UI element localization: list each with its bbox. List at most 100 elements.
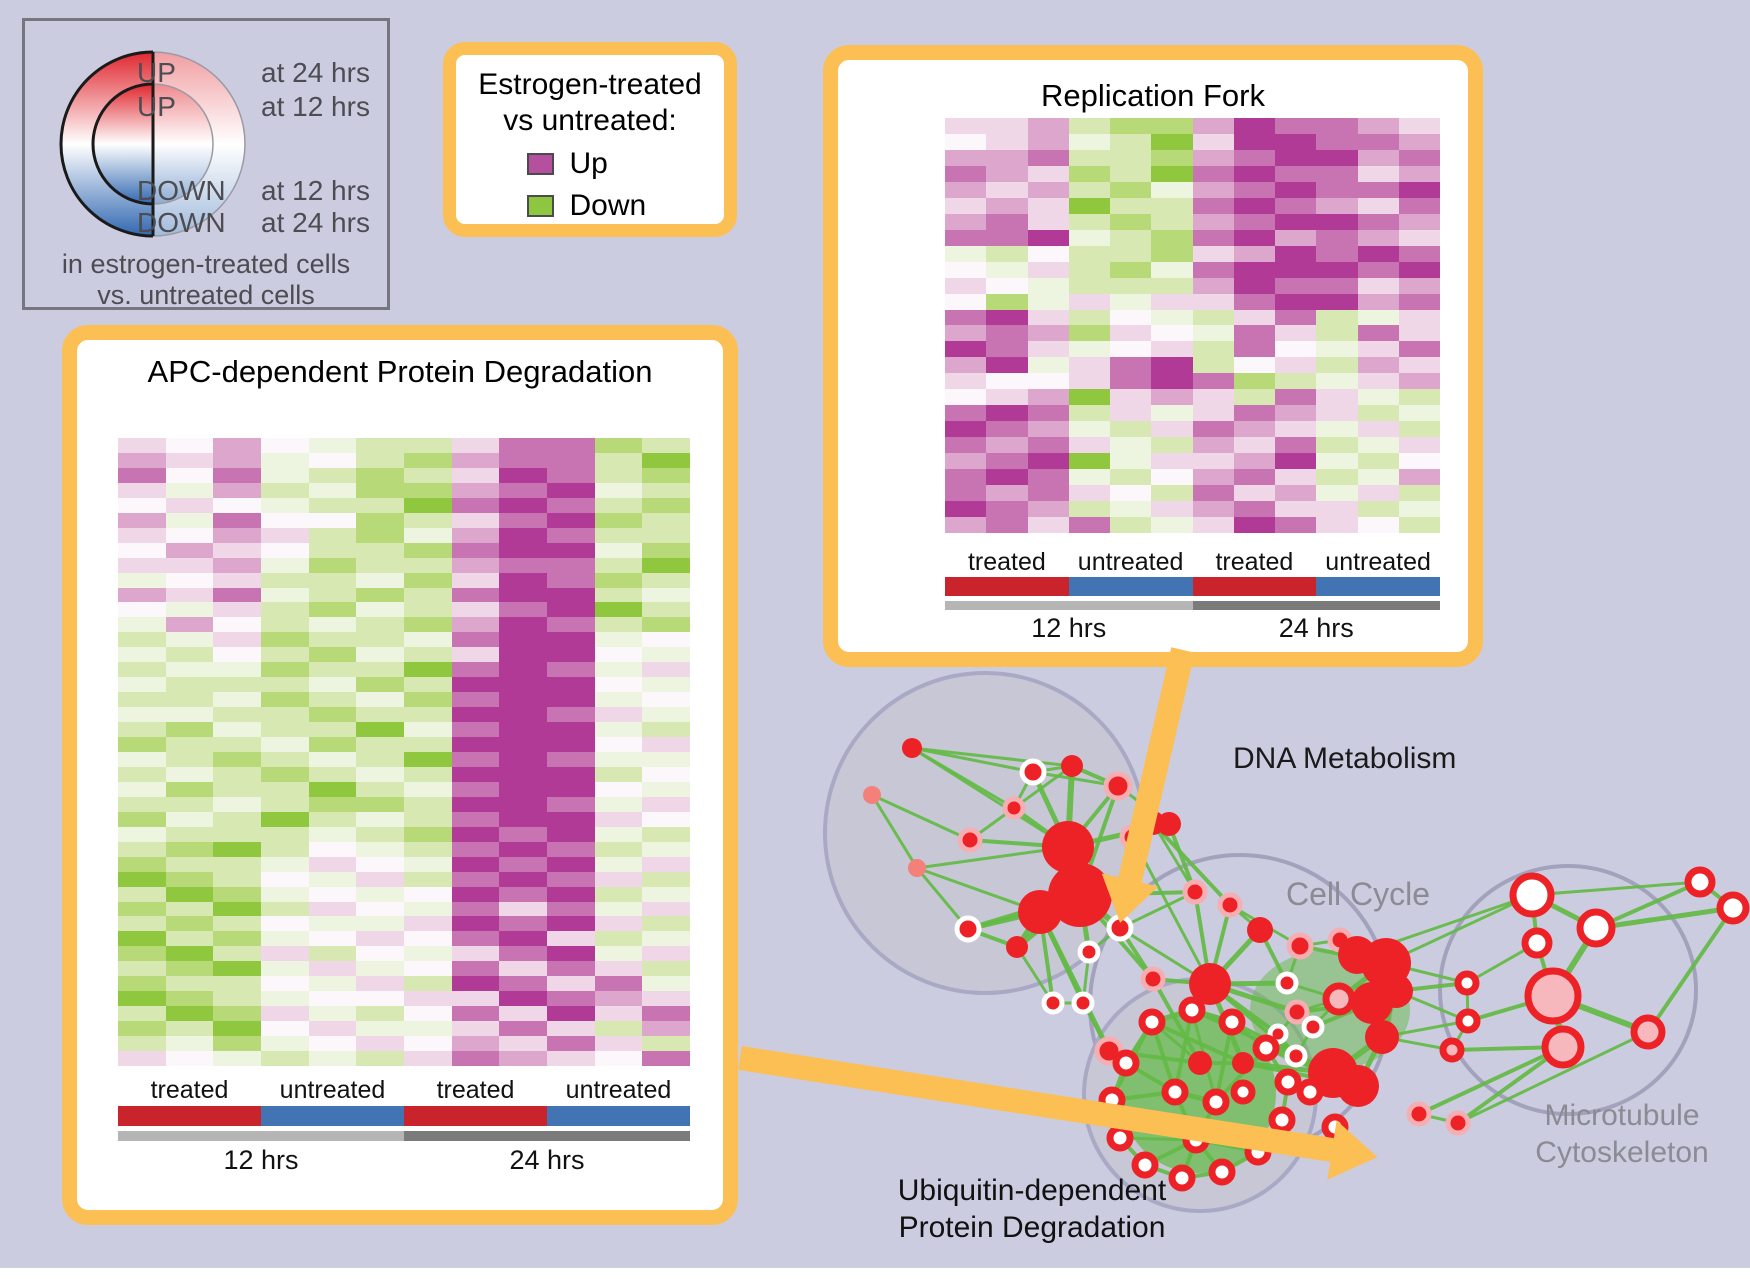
heatmap-cell [1275, 165, 1317, 182]
heatmap-cell [1316, 309, 1358, 326]
heatmap-cell [451, 512, 500, 528]
heatmap-cell [404, 961, 452, 977]
heatmap-cell [213, 512, 261, 528]
time-bar-segment [945, 601, 1193, 610]
heatmap-cell [1398, 453, 1440, 470]
network-node [1252, 1034, 1280, 1062]
heatmap-cell [1398, 245, 1440, 262]
heatmap-cell [165, 1006, 214, 1022]
heatmap-cell [547, 632, 595, 648]
heatmap-cell [356, 991, 404, 1007]
heatmap-cell [1275, 245, 1317, 262]
heatmap-cell [642, 602, 690, 618]
heatmap-cell [118, 632, 166, 648]
heatmap-cell [547, 811, 595, 827]
heatmap-cell [356, 752, 404, 767]
heatmap-cell [986, 149, 1028, 166]
heatmap-cell [642, 1006, 690, 1022]
heatmap-cell [308, 438, 357, 453]
heatmap-cell [499, 766, 547, 782]
heatmap-cell [642, 662, 690, 678]
heatmap-cell [451, 497, 500, 513]
heatmap-cell [1110, 437, 1152, 454]
heatmap-cell [594, 991, 643, 1007]
heatmap-cell [118, 856, 166, 872]
heatmap-cell [1027, 373, 1069, 390]
network-node [1161, 1078, 1189, 1106]
heatmap-cell [499, 497, 547, 513]
heatmap-cell [499, 662, 547, 678]
network-node [863, 786, 881, 804]
network-node [1018, 890, 1062, 934]
network-edge [1646, 906, 1735, 1034]
network-edge [1529, 892, 1599, 931]
heatmap-cell [1110, 118, 1152, 134]
heatmap-cell [118, 961, 166, 977]
heatmap-cell [1068, 485, 1110, 502]
heatmap-cell [261, 482, 309, 498]
heatmap-cell [547, 916, 595, 932]
heatmap-cell [1027, 293, 1069, 310]
heatmap-cell [1233, 181, 1275, 198]
network-edge [1338, 938, 1398, 993]
heatmap-cell [594, 737, 643, 752]
heatmap-cell [1275, 277, 1317, 294]
heatmap-cell [642, 886, 690, 902]
heatmap-cell [1192, 373, 1234, 390]
heatmap-cell [642, 617, 690, 633]
heatmap-cell [1027, 149, 1069, 166]
heatmap-cell [451, 766, 500, 782]
heatmap-cell [1275, 133, 1317, 150]
heatmap-cell [945, 181, 987, 198]
heatmap-cell [1110, 421, 1152, 438]
network-edge [1369, 1000, 1385, 1040]
heatmap-cell [1192, 133, 1234, 150]
heatmap-cell [308, 826, 357, 842]
time-label: 12 hrs [1031, 613, 1107, 643]
heatmap-cell [1027, 501, 1069, 518]
network-edge [1285, 981, 1341, 1001]
network-edge [1450, 1019, 1470, 1052]
network-edge [1065, 763, 1075, 850]
heatmap-cell [1275, 405, 1317, 422]
heatmap-cell [1068, 165, 1110, 182]
heatmap-cell [1151, 277, 1193, 294]
heatmap-cell [1110, 453, 1152, 470]
heatmap-cell [451, 781, 500, 797]
circle-legend-box: UP at 24 hrs UP at 12 hrs DOWN at 12 hrs… [22, 18, 390, 310]
network-node [1019, 758, 1047, 786]
heatmap-cell [261, 617, 309, 633]
network-edge [1264, 1046, 1360, 1088]
heatmap-cell [261, 931, 309, 947]
heatmap-cell [1151, 437, 1193, 454]
heatmap-cell [451, 796, 500, 812]
heatmap-cell [594, 871, 643, 887]
heatmap-cell [1068, 517, 1110, 533]
estrogen-legend-title-line1: Estrogen-treated [478, 68, 702, 101]
heatmap-cell [118, 497, 166, 513]
heatmap-cell [118, 931, 166, 947]
heatmap-cell [594, 766, 643, 782]
heatmap-cell [1233, 485, 1275, 502]
group-label: treated [150, 1076, 229, 1104]
heatmap-cell [165, 901, 214, 917]
heatmap-cell [261, 796, 309, 812]
heatmap-cell [261, 1006, 309, 1022]
heatmap-cell [165, 916, 214, 932]
heatmap-cell [165, 602, 214, 618]
heatmap-cell [1233, 149, 1275, 166]
network-edge [1530, 880, 1702, 897]
network-edge [1450, 1045, 1565, 1052]
heatmap-cell [1275, 213, 1317, 230]
heatmap-cell [451, 542, 500, 558]
heatmap-cell [642, 931, 690, 947]
heatmap-cell [1110, 133, 1152, 150]
heatmap-cell [642, 632, 690, 648]
heatmap-cell [261, 677, 309, 693]
heatmap-cell [642, 587, 690, 603]
heatmap-cell [499, 677, 547, 693]
network-edge [1384, 961, 1469, 985]
heatmap-cell [261, 662, 309, 678]
heatmap-cell [451, 1021, 500, 1037]
heatmap-cell [1192, 293, 1234, 310]
